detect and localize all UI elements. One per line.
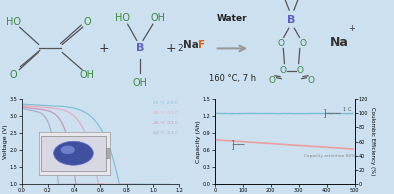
Text: 1 C: 1 C [343, 107, 352, 113]
Text: 160 °C, 7 h: 160 °C, 7 h [209, 74, 256, 83]
Text: HO: HO [6, 17, 21, 27]
Text: F: F [198, 40, 205, 50]
Text: B: B [136, 43, 144, 53]
Text: O: O [268, 76, 275, 85]
Text: Na: Na [183, 40, 199, 50]
Text: 2: 2 [178, 44, 183, 53]
Text: Na: Na [330, 36, 349, 49]
Text: O: O [10, 70, 18, 80]
Text: O: O [299, 39, 306, 48]
Text: OH: OH [132, 78, 147, 88]
Circle shape [54, 141, 93, 165]
Text: B: B [287, 15, 296, 25]
Text: -40 °C  0.1 C: -40 °C 0.1 C [152, 121, 178, 125]
Text: +: + [99, 42, 110, 55]
Text: HO: HO [115, 13, 130, 23]
Text: O: O [297, 66, 304, 75]
Text: O: O [279, 66, 286, 75]
Text: Water: Water [217, 14, 248, 23]
Text: 25 °C  0.5 C: 25 °C 0.5 C [153, 101, 178, 105]
Text: -20 °C  0.1 C: -20 °C 0.1 C [152, 111, 178, 115]
Text: +: + [348, 24, 355, 33]
Text: Capacity retention 80%: Capacity retention 80% [304, 154, 356, 158]
Y-axis label: Voltage (V): Voltage (V) [4, 124, 8, 159]
Text: O: O [84, 17, 91, 27]
Text: OH: OH [80, 70, 95, 80]
Text: OH: OH [150, 13, 165, 23]
Text: O: O [277, 39, 284, 48]
Y-axis label: Coulombic Efficiency (%): Coulombic Efficiency (%) [370, 107, 375, 176]
Y-axis label: Capacity (Ah): Capacity (Ah) [197, 120, 201, 163]
Text: +: + [166, 42, 177, 55]
Circle shape [61, 146, 75, 154]
Bar [106, 148, 110, 158]
Bar [41, 136, 106, 171]
Text: -60 °C  0.1 C: -60 °C 0.1 C [152, 131, 178, 135]
Text: O: O [308, 76, 315, 85]
